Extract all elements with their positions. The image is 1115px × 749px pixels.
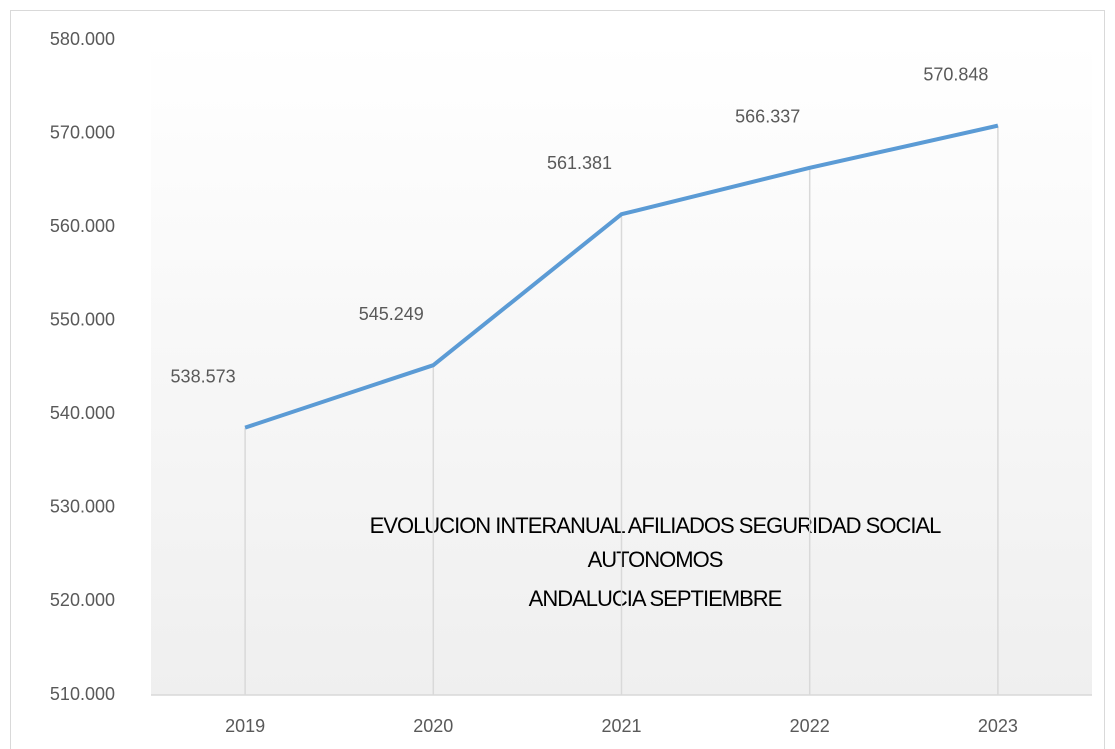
data-label: 570.848 [923,64,988,84]
x-tick-label: 2020 [413,716,453,736]
data-label: 561.381 [547,153,612,173]
y-tick-label: 580.000 [50,29,115,49]
y-tick-label: 560.000 [50,216,115,236]
chart-title: ANDALUCIA SEPTIEMBRE [529,586,782,611]
y-tick-label: 520.000 [50,590,115,610]
y-tick-label: 510.000 [50,684,115,704]
y-tick-label: 530.000 [50,497,115,517]
x-tick-label: 2022 [790,716,830,736]
y-tick-label: 540.000 [50,403,115,423]
chart-title: AUTONOMOS [588,547,723,572]
x-tick-label: 2021 [601,716,641,736]
x-tick-label: 2023 [978,716,1018,736]
data-label: 566.337 [735,107,800,127]
line [244,123,999,430]
x-tick-label: 2019 [225,716,265,736]
y-tick-label: 570.000 [50,122,115,142]
y-tick-label: 550.000 [50,309,115,329]
data-label: 538.573 [171,366,236,386]
chart-title: EVOLUCION INTERANUAL AFILIADOS SEGURIDAD… [370,513,942,538]
data-label: 545.249 [359,304,424,324]
